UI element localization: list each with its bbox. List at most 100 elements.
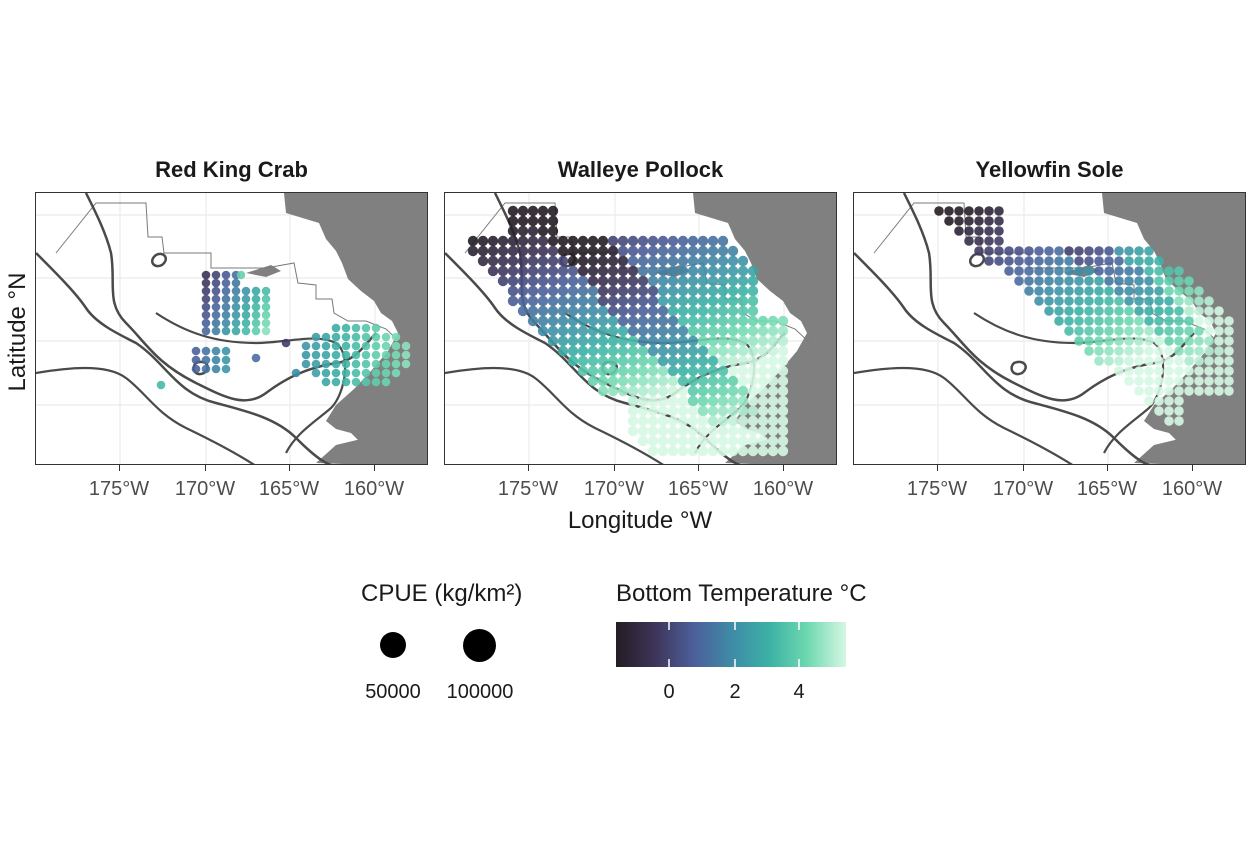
station-dot: [221, 270, 231, 280]
station-dot: [1214, 376, 1224, 386]
station-dot: [737, 325, 749, 337]
station-dot: [1104, 336, 1114, 346]
shelf-contour-4: [445, 366, 664, 464]
station-dot: [1174, 336, 1184, 346]
station-dot: [1074, 306, 1084, 316]
station-dot: [667, 345, 679, 357]
station-dot: [587, 335, 599, 347]
station-dot: [547, 265, 559, 277]
shelf-contour-4: [36, 366, 255, 464]
station-dot: [547, 325, 559, 337]
station-dot: [727, 305, 739, 317]
station-dot: [331, 350, 341, 360]
station-dot: [627, 425, 639, 437]
station-dot: [707, 365, 719, 377]
station-dot: [727, 435, 739, 447]
station-dot: [717, 285, 729, 297]
station-dot: [777, 345, 789, 357]
station-dot: [984, 246, 994, 256]
station-dot: [391, 368, 401, 378]
station-dot: [557, 295, 569, 307]
station-dot: [517, 255, 529, 267]
station-dot: [221, 355, 231, 365]
station-dot: [311, 350, 321, 360]
station-dot: [707, 315, 719, 327]
station-dot: [1154, 276, 1164, 286]
station-dot: [331, 341, 341, 351]
station-dot: [1114, 326, 1124, 336]
station-dot: [1094, 356, 1104, 366]
station-dot: [707, 345, 719, 357]
station-dot: [1164, 276, 1174, 286]
station-dot: [527, 225, 539, 237]
station-dot: [371, 323, 381, 333]
station-dot: [777, 355, 789, 367]
aleutian-land: [1134, 439, 1212, 464]
station-dot: [241, 318, 251, 328]
station-dot: [697, 365, 709, 377]
station-dot: [1144, 256, 1154, 266]
station-dot: [331, 377, 341, 387]
station-dot: [637, 275, 649, 287]
station-dot: [747, 425, 759, 437]
station-dot: [767, 385, 779, 397]
station-dot: [607, 315, 619, 327]
station-dot: [607, 245, 619, 257]
station-dot: [577, 245, 589, 257]
station-dot: [707, 405, 719, 417]
station-dot: [727, 385, 739, 397]
station-dot: [647, 315, 659, 327]
station-dot: [1114, 286, 1124, 296]
station-dot: [757, 425, 769, 437]
station-dot: [727, 315, 739, 327]
station-dot: [507, 285, 519, 297]
station-dot: [1054, 286, 1064, 296]
station-dot: [677, 355, 689, 367]
station-dot: [677, 405, 689, 417]
station-dot: [737, 445, 749, 457]
station-dot: [201, 286, 211, 296]
station-dot: [1194, 366, 1204, 376]
station-dot: [974, 236, 984, 246]
station-dot: [617, 275, 629, 287]
station-dot: [757, 405, 769, 417]
station-dot: [537, 225, 549, 237]
station-dot: [1074, 246, 1084, 256]
station-dot: [1104, 246, 1114, 256]
station-dot: [371, 368, 381, 378]
station-dot: [747, 355, 759, 367]
station-dot: [1104, 296, 1114, 306]
station-dot: [1224, 386, 1234, 396]
station-dot: [1134, 266, 1144, 276]
station-dot: [767, 325, 779, 337]
station-dot: [964, 216, 974, 226]
station-dot: [251, 326, 261, 336]
station-dot: [747, 345, 759, 357]
station-dot: [587, 245, 599, 257]
station-dot: [1174, 326, 1184, 336]
station-dot: [607, 255, 619, 267]
station-dot: [717, 335, 729, 347]
station-dot: [677, 325, 689, 337]
station-dot: [1164, 326, 1174, 336]
station-dot: [537, 325, 549, 337]
map-svg-walleye-pollock: [445, 193, 836, 464]
station-dot: [587, 365, 599, 377]
station-dot: [667, 285, 679, 297]
station-dot: [537, 235, 549, 247]
station-dot: [657, 315, 669, 327]
x-axis-label: Longitude °W: [567, 507, 713, 534]
station-dot: [301, 350, 311, 360]
station-dot: [707, 305, 719, 317]
station-dot: [291, 368, 301, 378]
station-dot: [1204, 326, 1214, 336]
station-dot: [361, 359, 371, 369]
station-dot: [667, 445, 679, 457]
station-dot: [391, 350, 401, 360]
alaska-land: [693, 193, 836, 464]
station-dot: [1184, 306, 1194, 316]
station-dot: [251, 286, 261, 296]
station-dot: [211, 346, 221, 356]
station-dot: [1124, 346, 1134, 356]
station-dot: [687, 445, 699, 457]
